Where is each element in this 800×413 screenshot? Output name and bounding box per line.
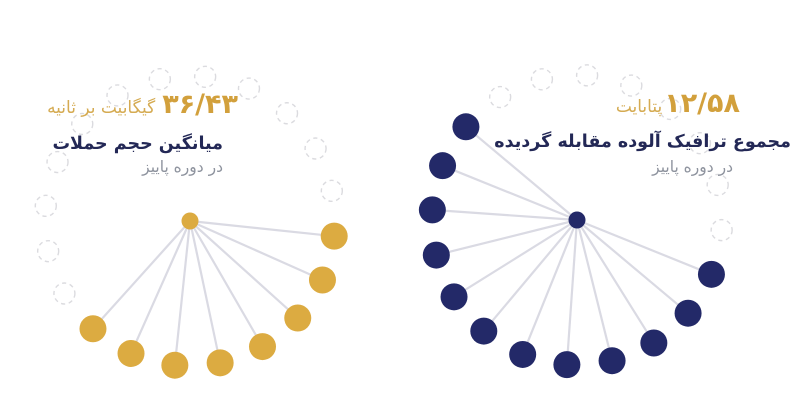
filled-dot xyxy=(598,347,626,375)
connector-line xyxy=(92,220,191,330)
filled-dot xyxy=(284,304,312,332)
left-stat-unit: گیگابیت بر ثانیه xyxy=(47,98,156,118)
connector-line xyxy=(189,220,299,319)
connector-line xyxy=(575,219,614,361)
right-gauge xyxy=(418,64,733,379)
filled-dot xyxy=(418,196,446,224)
filled-dot xyxy=(452,113,480,141)
left-stat-title: میانگین حجم حملات xyxy=(52,134,223,154)
filled-dot xyxy=(509,340,537,368)
placeholder-dot xyxy=(36,239,60,263)
center-dot xyxy=(568,211,586,229)
connector-line xyxy=(576,219,655,344)
placeholder-dot xyxy=(488,85,512,109)
placeholder-dot xyxy=(237,77,261,100)
connector-line xyxy=(189,219,323,281)
filled-dot xyxy=(440,283,468,311)
placeholder-dot xyxy=(53,282,76,305)
placeholder-dot xyxy=(320,179,344,203)
connector-line xyxy=(442,164,578,222)
placeholder-dot xyxy=(304,137,327,160)
left-gauge xyxy=(34,65,348,379)
right-stat-value: ۱۲/۵۸ xyxy=(664,88,740,119)
filled-dot xyxy=(206,349,234,377)
filled-dot xyxy=(553,351,581,379)
filled-dot xyxy=(308,266,336,294)
filled-dot xyxy=(161,351,189,379)
right-stat-unit: پتابایت xyxy=(615,97,663,117)
right-stat-title: مجموع ترافیک آلوده مقابله گردیده xyxy=(494,132,791,152)
right-stat-subtitle: در دوره پاییز xyxy=(652,158,733,176)
filled-dot xyxy=(79,315,107,343)
filled-dot xyxy=(470,317,498,345)
connector-line xyxy=(576,218,712,276)
filled-dot xyxy=(422,241,450,269)
center-dot xyxy=(181,212,199,230)
placeholder-dot xyxy=(575,64,599,87)
placeholder-dot xyxy=(71,112,94,136)
filled-dot xyxy=(640,329,668,357)
filled-dot xyxy=(320,222,348,250)
filled-dot xyxy=(249,333,276,361)
filled-dot xyxy=(117,339,145,367)
connector-line xyxy=(189,220,264,348)
placeholder-dot xyxy=(275,102,299,125)
connector-line xyxy=(465,125,578,221)
left-stat-subtitle: در دوره پاییز xyxy=(142,158,223,176)
connector-line xyxy=(576,219,689,315)
placeholder-dot xyxy=(193,65,217,88)
connector-line xyxy=(189,219,335,238)
filled-dot xyxy=(429,152,457,180)
placeholder-dot xyxy=(710,218,733,242)
placeholder-dot xyxy=(530,68,554,91)
left-stat-value: ۳۶/۴۳ xyxy=(162,89,238,120)
placeholder-dot xyxy=(688,131,712,155)
left-stat-value-line: ۳۶/۴۳ گیگابیت بر ثانیه xyxy=(47,90,238,123)
connector-line xyxy=(436,218,578,257)
placeholder-dot xyxy=(706,173,729,197)
placeholder-dot xyxy=(620,74,643,97)
right-stat-value-line: ۱۲/۵۸ پتابایت xyxy=(616,89,740,122)
placeholder-dot xyxy=(34,194,57,218)
connector-line xyxy=(453,219,578,298)
connector-line xyxy=(432,208,578,222)
connector-line xyxy=(188,220,222,364)
connector-line xyxy=(130,220,192,354)
filled-dot xyxy=(697,260,725,288)
filled-dot xyxy=(674,299,702,327)
connector-line xyxy=(482,219,578,332)
connector-line xyxy=(173,220,192,366)
placeholder-dot xyxy=(106,84,129,107)
placeholder-dot xyxy=(46,150,69,174)
placeholder-dot xyxy=(659,97,682,121)
connector-line xyxy=(565,219,579,365)
connector-line xyxy=(521,219,579,355)
placeholder-dot xyxy=(148,67,172,91)
